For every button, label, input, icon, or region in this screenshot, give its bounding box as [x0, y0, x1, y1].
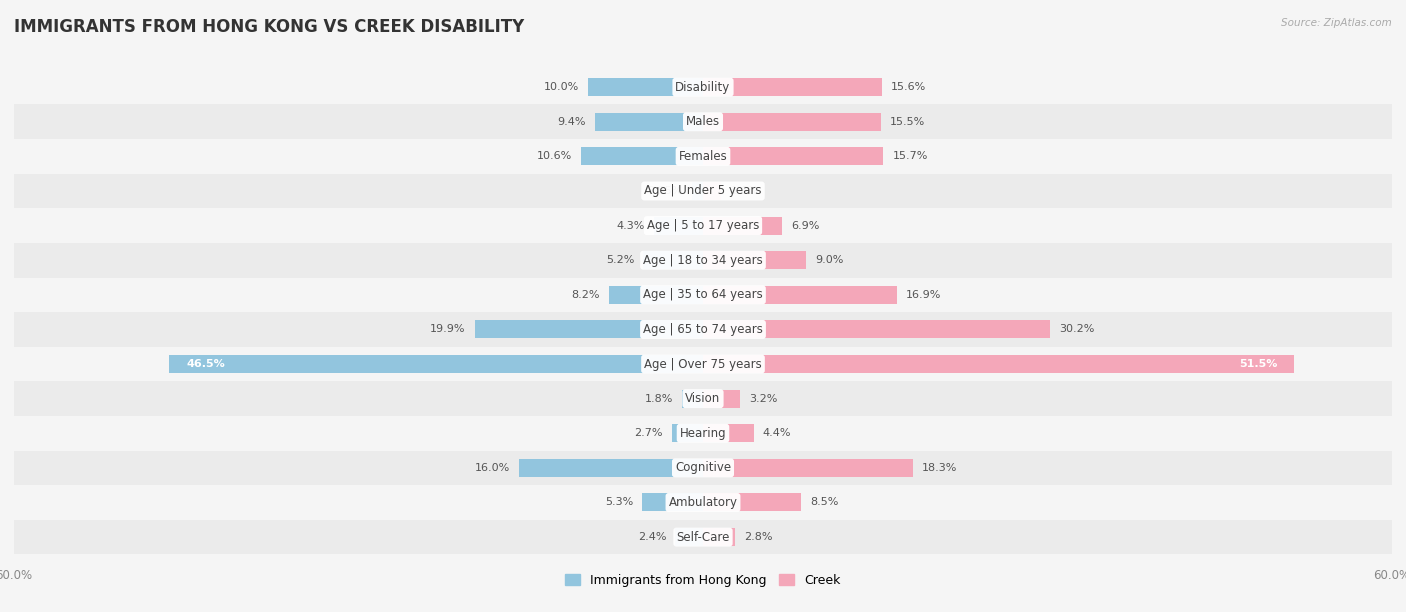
Bar — [703, 390, 740, 408]
Bar — [703, 286, 897, 304]
Text: Age | 5 to 17 years: Age | 5 to 17 years — [647, 219, 759, 232]
Text: 30.2%: 30.2% — [1059, 324, 1094, 334]
Bar — [14, 312, 1392, 347]
Text: Age | 35 to 64 years: Age | 35 to 64 years — [643, 288, 763, 301]
Text: Age | Under 5 years: Age | Under 5 years — [644, 184, 762, 198]
Bar — [169, 355, 703, 373]
Text: 16.9%: 16.9% — [907, 290, 942, 300]
Text: 8.5%: 8.5% — [810, 498, 838, 507]
Bar — [643, 493, 703, 512]
Text: Vision: Vision — [685, 392, 721, 405]
Text: 4.4%: 4.4% — [762, 428, 792, 438]
Text: 3.2%: 3.2% — [749, 394, 778, 404]
Text: 15.6%: 15.6% — [891, 82, 927, 92]
Text: Source: ZipAtlas.com: Source: ZipAtlas.com — [1281, 18, 1392, 28]
Legend: Immigrants from Hong Kong, Creek: Immigrants from Hong Kong, Creek — [561, 569, 845, 592]
Bar — [14, 105, 1392, 139]
Text: 8.2%: 8.2% — [571, 290, 599, 300]
Text: Hearing: Hearing — [679, 427, 727, 440]
Text: Age | Over 75 years: Age | Over 75 years — [644, 357, 762, 370]
Bar — [14, 70, 1392, 105]
Text: 10.6%: 10.6% — [537, 151, 572, 162]
Text: 15.5%: 15.5% — [890, 117, 925, 127]
Bar — [14, 277, 1392, 312]
Text: 2.8%: 2.8% — [744, 532, 773, 542]
Bar — [672, 424, 703, 442]
Bar — [703, 321, 1050, 338]
Text: 9.0%: 9.0% — [815, 255, 844, 265]
Text: 4.3%: 4.3% — [616, 220, 644, 231]
Text: 10.0%: 10.0% — [544, 82, 579, 92]
Bar — [703, 355, 1295, 373]
Bar — [703, 217, 782, 234]
Bar — [692, 182, 703, 200]
Text: 2.7%: 2.7% — [634, 428, 662, 438]
Text: 18.3%: 18.3% — [922, 463, 957, 473]
Text: Age | 65 to 74 years: Age | 65 to 74 years — [643, 323, 763, 336]
Bar — [581, 147, 703, 165]
Text: 2.4%: 2.4% — [638, 532, 666, 542]
Text: 1.8%: 1.8% — [645, 394, 673, 404]
Bar — [14, 520, 1392, 554]
Bar — [14, 347, 1392, 381]
Bar — [609, 286, 703, 304]
Bar — [675, 528, 703, 546]
Text: 19.9%: 19.9% — [430, 324, 465, 334]
Text: 0.95%: 0.95% — [648, 186, 683, 196]
Bar — [703, 528, 735, 546]
Bar — [14, 208, 1392, 243]
Bar — [703, 78, 882, 96]
Bar — [14, 416, 1392, 450]
Bar — [644, 251, 703, 269]
Bar — [703, 251, 807, 269]
Bar — [14, 174, 1392, 208]
Bar — [14, 243, 1392, 277]
Bar — [682, 390, 703, 408]
Text: Self-Care: Self-Care — [676, 531, 730, 543]
Bar — [654, 217, 703, 234]
Text: 5.2%: 5.2% — [606, 255, 634, 265]
Bar — [14, 139, 1392, 174]
Bar — [703, 493, 800, 512]
Text: 9.4%: 9.4% — [557, 117, 586, 127]
Bar — [588, 78, 703, 96]
Text: 15.7%: 15.7% — [893, 151, 928, 162]
Text: 16.0%: 16.0% — [475, 463, 510, 473]
Text: Cognitive: Cognitive — [675, 461, 731, 474]
Text: 5.3%: 5.3% — [605, 498, 633, 507]
Bar — [14, 381, 1392, 416]
Bar — [703, 113, 882, 131]
Bar — [703, 424, 754, 442]
Text: 1.6%: 1.6% — [731, 186, 759, 196]
Bar — [474, 321, 703, 338]
Bar — [703, 459, 912, 477]
Text: Females: Females — [679, 150, 727, 163]
Text: Ambulatory: Ambulatory — [668, 496, 738, 509]
Text: Disability: Disability — [675, 81, 731, 94]
Text: 6.9%: 6.9% — [792, 220, 820, 231]
Bar — [14, 485, 1392, 520]
Text: 46.5%: 46.5% — [186, 359, 225, 369]
Text: IMMIGRANTS FROM HONG KONG VS CREEK DISABILITY: IMMIGRANTS FROM HONG KONG VS CREEK DISAB… — [14, 18, 524, 36]
Text: Males: Males — [686, 115, 720, 129]
Bar — [703, 147, 883, 165]
Bar — [703, 182, 721, 200]
Text: Age | 18 to 34 years: Age | 18 to 34 years — [643, 254, 763, 267]
Bar — [14, 450, 1392, 485]
Text: 51.5%: 51.5% — [1239, 359, 1277, 369]
Bar — [595, 113, 703, 131]
Bar — [519, 459, 703, 477]
